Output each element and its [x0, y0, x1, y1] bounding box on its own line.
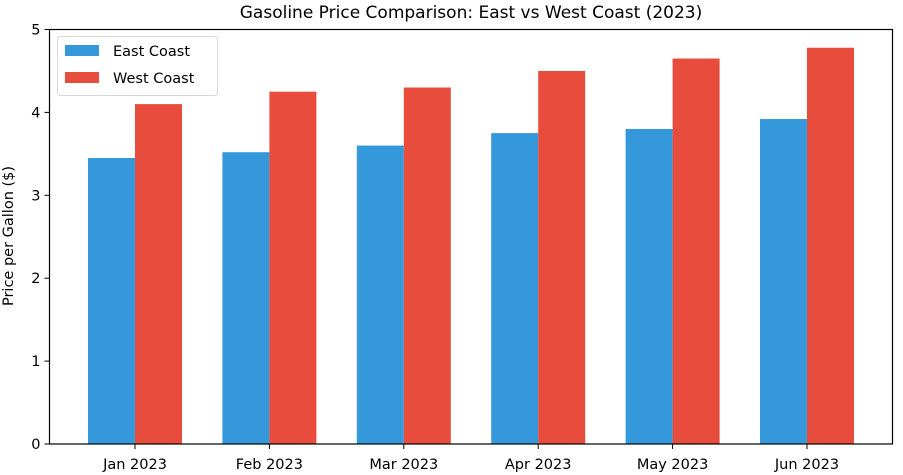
x-tick-label: Mar 2023 [369, 457, 438, 473]
bar-east-coast-feb-2023 [222, 152, 270, 444]
legend-swatch-west-coast [65, 72, 99, 83]
y-tick-label: 4 [31, 105, 40, 121]
bar-east-coast-jun-2023 [760, 119, 807, 445]
x-tick-label: Apr 2023 [505, 457, 572, 473]
bar-west-coast-jun-2023 [807, 47, 854, 444]
legend-swatch-east-coast [65, 45, 99, 56]
x-tick-label: Jan 2023 [102, 457, 167, 473]
bars-group [88, 47, 854, 445]
legend: East Coast West Coast [57, 36, 218, 96]
y-tick-label: 3 [31, 188, 40, 204]
y-axis: 0 1 2 3 4 5 [31, 23, 50, 453]
legend-label-east-coast: East Coast [113, 44, 190, 60]
y-tick-label: 5 [31, 23, 40, 39]
bar-east-coast-may-2023 [625, 128, 673, 445]
bar-west-coast-feb-2023 [269, 91, 317, 445]
y-axis-label: Price per Gallon ($) [1, 166, 17, 306]
bar-east-coast-mar-2023 [356, 145, 404, 444]
bar-east-coast-apr-2023 [491, 133, 539, 444]
bar-west-coast-mar-2023 [403, 87, 451, 444]
x-tick-label: May 2023 [637, 457, 709, 473]
plot-frame [48, 28, 894, 445]
x-tick-label: Jun 2023 [774, 457, 839, 473]
bar-west-coast-jan-2023 [135, 104, 182, 445]
bar-west-coast-apr-2023 [538, 70, 586, 444]
x-axis: Jan 2023 Feb 2023 Mar 2023 Apr 2023 May 2023… [102, 444, 839, 473]
bar-east-coast-jan-2023 [88, 157, 135, 444]
y-tick-label: 2 [31, 271, 40, 287]
x-tick-label: Feb 2023 [236, 457, 303, 473]
y-tick-label: 0 [31, 437, 40, 453]
y-tick-label: 1 [31, 354, 40, 370]
bar-west-coast-may-2023 [672, 58, 720, 444]
legend-label-west-coast: West Coast [113, 71, 195, 87]
chart-title: Gasoline Price Comparison: East vs West … [240, 3, 702, 23]
